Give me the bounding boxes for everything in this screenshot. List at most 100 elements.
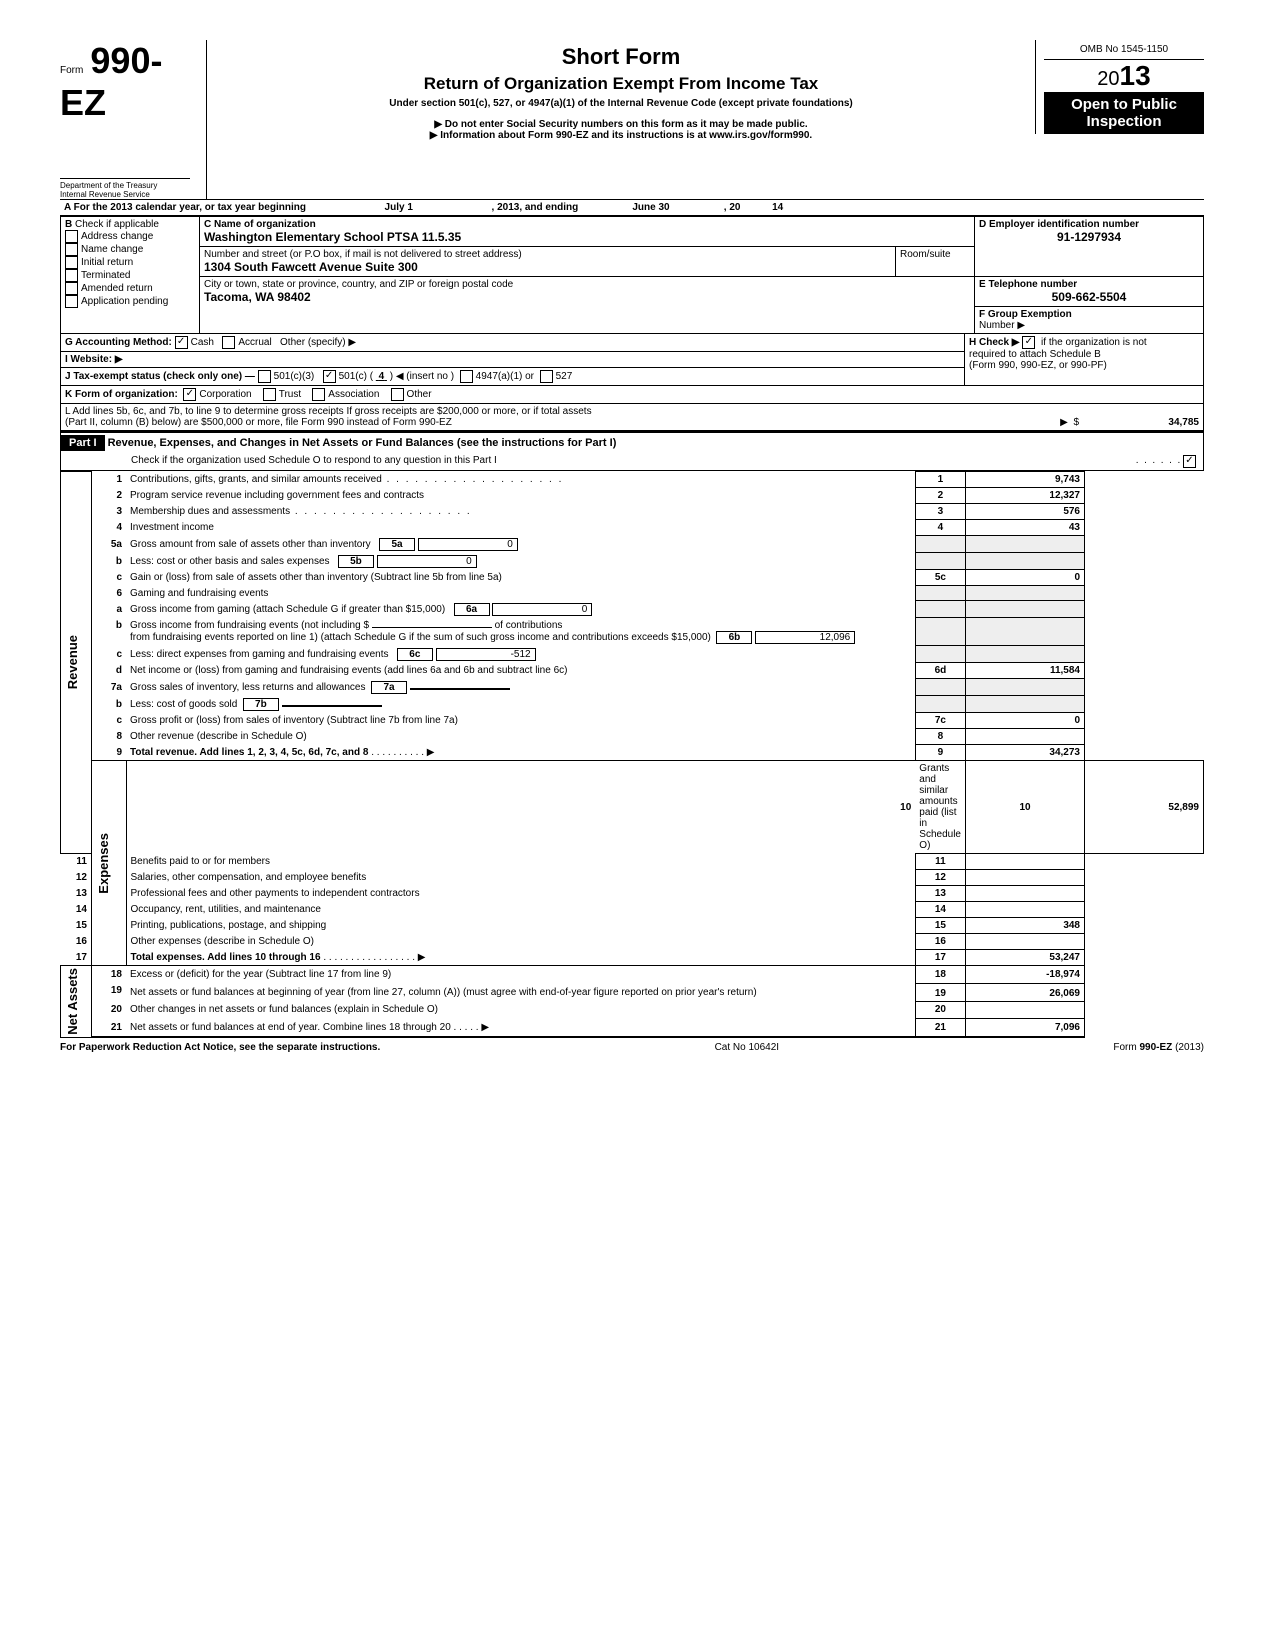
footer-right: Form 990-EZ (2013) — [1113, 1042, 1204, 1053]
chk-h[interactable] — [1022, 336, 1035, 349]
chk-accrual[interactable] — [222, 336, 235, 349]
ln9-n: 9 — [92, 745, 127, 761]
lbl-amended: Amended return — [81, 283, 153, 294]
section-revenue: Revenue — [65, 635, 80, 689]
box-b-label: B — [65, 219, 72, 230]
ln7c-t: Gross profit or (loss) from sales of inv… — [130, 715, 458, 726]
ln4-rn: 4 — [915, 520, 965, 536]
lbl-accrual: Accrual — [238, 337, 271, 348]
chk-other-org[interactable] — [391, 388, 404, 401]
chk-schedO[interactable] — [1183, 455, 1196, 468]
ln19-t: Net assets or fund balances at beginning… — [130, 987, 757, 998]
part1-title: Revenue, Expenses, and Changes in Net As… — [108, 437, 617, 449]
form-number: 990-EZ — [60, 40, 162, 123]
section-expenses: Expenses — [96, 833, 111, 894]
ln6c-n: c — [92, 646, 127, 663]
lbl-name-change: Name change — [81, 244, 143, 255]
ln14-n: 14 — [61, 902, 92, 918]
ln9-rn: 9 — [915, 745, 965, 761]
ln1-t: Contributions, gifts, grants, and simila… — [130, 474, 382, 485]
chk-initial-return[interactable] — [65, 256, 78, 269]
lbl-4947: 4947(a)(1) or — [476, 371, 534, 382]
chk-4947[interactable] — [460, 370, 473, 383]
ln2-n: 2 — [92, 488, 127, 504]
ln5a-box: 5a — [379, 538, 415, 551]
ln12-rn: 12 — [915, 870, 965, 886]
lbl-527: 527 — [556, 371, 573, 382]
ln6d-rn: 6d — [915, 663, 965, 679]
chk-527[interactable] — [540, 370, 553, 383]
ln10-v: 52,899 — [1085, 761, 1204, 854]
part1-schedO: Check if the organization used Schedule … — [131, 455, 1136, 468]
ln15-n: 15 — [61, 918, 92, 934]
ln7c-n: c — [92, 713, 127, 729]
lbl-501c: 501(c) ( — [339, 371, 373, 382]
ln6a-bv: 0 — [492, 603, 592, 616]
ln13-n: 13 — [61, 886, 92, 902]
gross-receipts: 34,785 — [1079, 417, 1199, 428]
box-h-l2: required to attach Schedule B — [969, 349, 1101, 360]
ln3-n: 3 — [92, 504, 127, 520]
chk-terminated[interactable] — [65, 269, 78, 282]
ln10-n: 10 — [126, 761, 915, 854]
ln8-v — [966, 729, 1085, 745]
box-b-check: Check if applicable — [75, 219, 159, 230]
chk-corp[interactable] — [183, 388, 196, 401]
box-d-label: D Employer identification number — [979, 219, 1199, 230]
addr-value: 1304 South Fawcett Avenue Suite 300 — [204, 260, 891, 274]
ln6b-box: 6b — [716, 631, 752, 644]
ln6b-t2: of contributions — [495, 620, 563, 631]
ln2-rn: 2 — [915, 488, 965, 504]
ln21-n: 21 — [92, 1019, 127, 1037]
chk-trust[interactable] — [263, 388, 276, 401]
ln18-n: 18 — [92, 966, 127, 984]
ln3-t: Membership dues and assessments — [130, 506, 290, 517]
chk-address-change[interactable] — [65, 230, 78, 243]
ln3-rn: 3 — [915, 504, 965, 520]
ln3-v: 576 — [966, 504, 1085, 520]
ln1-v: 9,743 — [966, 472, 1085, 488]
ln10-rn: 10 — [966, 761, 1085, 854]
ln2-t: Program service revenue including govern… — [130, 490, 424, 501]
ln6c-t: Less: direct expenses from gaming and fu… — [130, 649, 388, 660]
chk-501c[interactable] — [323, 370, 336, 383]
ln4-v: 43 — [966, 520, 1085, 536]
chk-name-change[interactable] — [65, 243, 78, 256]
ln18-rn: 18 — [915, 966, 965, 984]
chk-amended[interactable] — [65, 282, 78, 295]
chk-app-pending[interactable] — [65, 295, 78, 308]
ln6b-n: b — [92, 618, 127, 646]
lbl-assoc: Association — [328, 389, 379, 400]
ln5a-grey2 — [966, 536, 1085, 553]
under-section: Under section 501(c), 527, or 4947(a)(1)… — [215, 98, 1027, 109]
ln21-rn: 21 — [915, 1019, 965, 1037]
ln6b-t1: Gross income from fundraising events (no… — [130, 620, 369, 631]
ln6a-box: 6a — [454, 603, 490, 616]
ln5a-n: 5a — [92, 536, 127, 553]
ln13-t: Professional fees and other payments to … — [131, 888, 420, 899]
ln7a-n: 7a — [92, 679, 127, 696]
ln5a-grey — [915, 536, 965, 553]
ln4-n: 4 — [92, 520, 127, 536]
year-suffix: 13 — [1120, 60, 1151, 91]
lbl-501c3: 501(c)(3) — [274, 371, 315, 382]
ln17-t: Total expenses. Add lines 10 through 16 — [131, 952, 321, 963]
ln20-rn: 20 — [915, 1001, 965, 1019]
chk-assoc[interactable] — [312, 388, 325, 401]
ln6c-bv: -512 — [436, 648, 536, 661]
ln6d-t: Net income or (loss) from gaming and fun… — [130, 665, 567, 676]
chk-cash[interactable] — [175, 336, 188, 349]
lbl-501c-tail: ) ◀ (insert no ) — [390, 371, 454, 382]
box-c-label: C Name of organization — [204, 219, 970, 230]
lbl-other-method: Other (specify) ▶ — [280, 337, 356, 348]
ln5c-n: c — [92, 570, 127, 586]
ln5b-bv: 0 — [377, 555, 477, 568]
ln18-t: Excess or (deficit) for the year (Subtra… — [130, 969, 391, 980]
org-name: Washington Elementary School PTSA 11.5.3… — [204, 230, 970, 244]
chk-501c3[interactable] — [258, 370, 271, 383]
box-f-sub: Number ▶ — [979, 320, 1025, 331]
period-label: A For the 2013 calendar year, or tax yea… — [64, 202, 306, 213]
ln15-v: 348 — [966, 918, 1085, 934]
ln21-v: 7,096 — [966, 1019, 1085, 1037]
ln5a-bv: 0 — [418, 538, 518, 551]
